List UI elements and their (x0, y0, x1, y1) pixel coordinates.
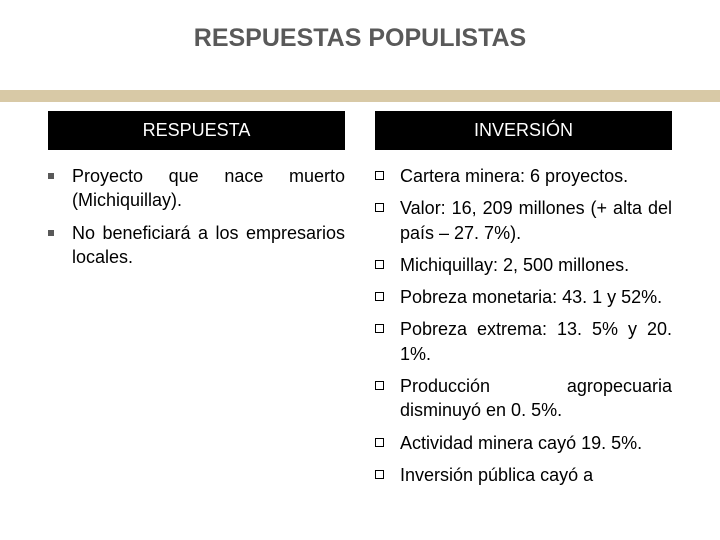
hollow-bullet-icon (375, 203, 384, 212)
item-text: Inversión pública cayó a (400, 463, 672, 487)
left-column: RESPUESTA Proyecto que nace muerto (Mich… (48, 111, 345, 495)
list-item: Actividad minera cayó 19. 5%. (375, 431, 672, 455)
right-list: Cartera minera: 6 proyectos. Valor: 16, … (375, 164, 672, 487)
item-text: Actividad minera cayó 19. 5%. (400, 431, 672, 455)
item-text: Cartera minera: 6 proyectos. (400, 164, 672, 188)
hollow-bullet-icon (375, 438, 384, 447)
list-item: Inversión pública cayó a (375, 463, 672, 487)
right-header: INVERSIÓN (375, 111, 672, 150)
accent-bar (0, 90, 720, 102)
item-text: Michiquillay: 2, 500 millones. (400, 253, 672, 277)
item-text: Pobreza monetaria: 43. 1 y 52%. (400, 285, 672, 309)
item-text: Proyecto que nace muerto (Michiquillay). (72, 164, 345, 213)
hollow-bullet-icon (375, 470, 384, 479)
item-text: Pobreza extrema: 13. 5% y 20. 1%. (400, 317, 672, 366)
list-item: Valor: 16, 209 millones (+ alta del país… (375, 196, 672, 245)
right-column: INVERSIÓN Cartera minera: 6 proyectos. V… (375, 111, 672, 495)
list-item: No beneficiará a los empresarios locales… (48, 221, 345, 270)
two-column-layout: RESPUESTA Proyecto que nace muerto (Mich… (0, 111, 720, 495)
list-item: Producción agropecuaria disminuyó en 0. … (375, 374, 672, 423)
hollow-bullet-icon (375, 292, 384, 301)
list-item: Pobreza extrema: 13. 5% y 20. 1%. (375, 317, 672, 366)
slide-title: RESPUESTAS POPULISTAS (0, 0, 720, 73)
item-text: Valor: 16, 209 millones (+ alta del país… (400, 196, 672, 245)
square-bullet-icon (48, 173, 54, 179)
left-list: Proyecto que nace muerto (Michiquillay).… (48, 164, 345, 269)
list-item: Cartera minera: 6 proyectos. (375, 164, 672, 188)
hollow-bullet-icon (375, 171, 384, 180)
list-item: Pobreza monetaria: 43. 1 y 52%. (375, 285, 672, 309)
left-header: RESPUESTA (48, 111, 345, 150)
item-text: Producción agropecuaria disminuyó en 0. … (400, 374, 672, 423)
list-item: Proyecto que nace muerto (Michiquillay). (48, 164, 345, 213)
hollow-bullet-icon (375, 381, 384, 390)
square-bullet-icon (48, 230, 54, 236)
list-item: Michiquillay: 2, 500 millones. (375, 253, 672, 277)
hollow-bullet-icon (375, 260, 384, 269)
item-text: No beneficiará a los empresarios locales… (72, 221, 345, 270)
hollow-bullet-icon (375, 324, 384, 333)
